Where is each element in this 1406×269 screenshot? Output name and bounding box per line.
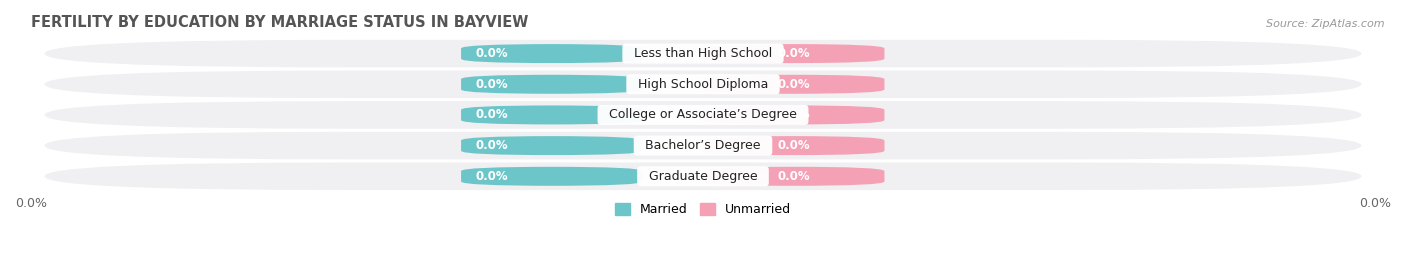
FancyBboxPatch shape bbox=[45, 132, 1361, 160]
FancyBboxPatch shape bbox=[703, 105, 884, 125]
FancyBboxPatch shape bbox=[461, 105, 643, 125]
FancyBboxPatch shape bbox=[461, 75, 643, 94]
Text: Less than High School: Less than High School bbox=[626, 47, 780, 60]
Text: FERTILITY BY EDUCATION BY MARRIAGE STATUS IN BAYVIEW: FERTILITY BY EDUCATION BY MARRIAGE STATU… bbox=[31, 15, 529, 30]
Text: Source: ZipAtlas.com: Source: ZipAtlas.com bbox=[1267, 19, 1385, 29]
FancyBboxPatch shape bbox=[461, 136, 643, 155]
Text: 0.0%: 0.0% bbox=[778, 108, 810, 121]
FancyBboxPatch shape bbox=[461, 44, 643, 63]
Text: Bachelor’s Degree: Bachelor’s Degree bbox=[637, 139, 769, 152]
FancyBboxPatch shape bbox=[703, 44, 884, 63]
FancyBboxPatch shape bbox=[45, 162, 1361, 190]
FancyBboxPatch shape bbox=[703, 75, 884, 94]
FancyBboxPatch shape bbox=[703, 136, 884, 155]
Text: College or Associate’s Degree: College or Associate’s Degree bbox=[600, 108, 806, 121]
FancyBboxPatch shape bbox=[461, 167, 643, 186]
Text: 0.0%: 0.0% bbox=[778, 139, 810, 152]
FancyBboxPatch shape bbox=[45, 40, 1361, 68]
Text: 0.0%: 0.0% bbox=[778, 78, 810, 91]
Text: 0.0%: 0.0% bbox=[475, 47, 508, 60]
FancyBboxPatch shape bbox=[45, 70, 1361, 98]
Text: 0.0%: 0.0% bbox=[475, 78, 508, 91]
Legend: Married, Unmarried: Married, Unmarried bbox=[610, 198, 796, 221]
Text: 0.0%: 0.0% bbox=[475, 139, 508, 152]
Text: 0.0%: 0.0% bbox=[778, 170, 810, 183]
FancyBboxPatch shape bbox=[45, 101, 1361, 129]
FancyBboxPatch shape bbox=[703, 167, 884, 186]
Text: 0.0%: 0.0% bbox=[475, 108, 508, 121]
Text: High School Diploma: High School Diploma bbox=[630, 78, 776, 91]
Text: Graduate Degree: Graduate Degree bbox=[641, 170, 765, 183]
Text: 0.0%: 0.0% bbox=[475, 170, 508, 183]
Text: 0.0%: 0.0% bbox=[778, 47, 810, 60]
